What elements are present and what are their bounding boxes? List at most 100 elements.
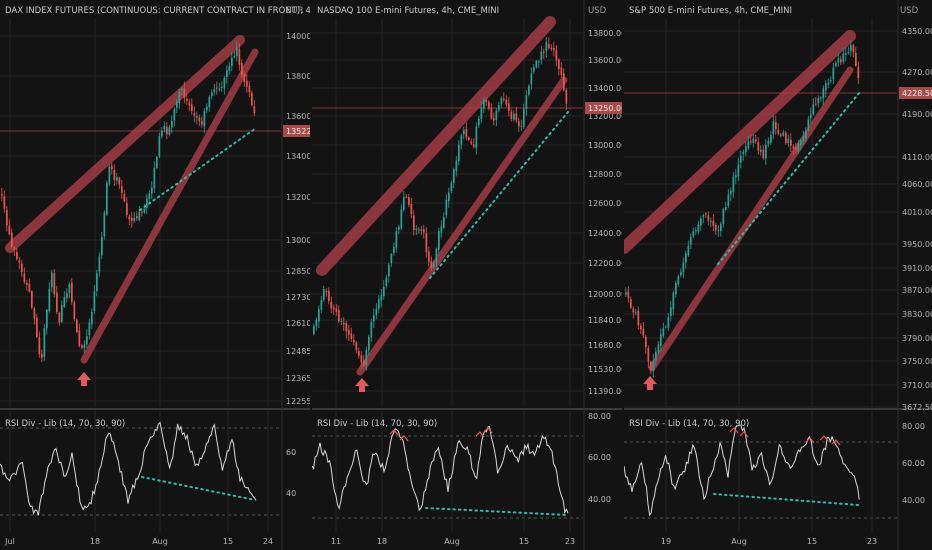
dax-candle-body [26,282,28,285]
dax-candle-body [248,85,251,93]
sp500-rsi-overbought-segment [819,435,829,442]
nasdaq-candle-body [343,322,345,325]
sp500-candle-body [792,146,795,149]
sp500-y-tick-label: 3790.00 [902,334,932,343]
sp500-candle-body [722,209,725,224]
dax-candle-body [203,110,206,127]
nasdaq-y-tick-label: 11530.00 [588,365,622,374]
sp500-candle-body [780,134,782,136]
sp500-price-divergence-line [717,91,861,265]
nasdaq-candle-body [433,262,435,268]
dax-candle-body [238,48,241,65]
dax-y-tick-label: 12255 [286,397,310,406]
nasdaq-rsi-overbought-segment [475,431,485,438]
sp500-candle-body [645,336,647,348]
dax-candle-body [116,177,118,181]
dax-candle-body [93,291,96,312]
nasdaq-chart-pane[interactable]: 13800.00 13600.00 13400.00 13200.00 13000.00… [312,0,622,550]
nasdaq-x-tick-label: 11 [331,537,341,546]
dax-candle-body [78,330,81,346]
dax-y-tick-label: 12850 [286,267,310,276]
sp500-candle-body [790,139,792,146]
nasdaq-candle-body [368,336,370,351]
dax-candle-body [221,86,223,88]
sp500-rsi-divergence-line [713,493,859,506]
nasdaq-candle-body [453,168,455,183]
dax-y-tick-label: 12365 [286,374,310,383]
dax-price-divergence-line [139,127,257,211]
dax-chart-pane[interactable]: 14000 13800 13600 13400 13200 13000 12850 12730… [0,0,310,550]
sp500-candle-body [837,58,840,63]
nasdaq-candle-body [378,298,380,309]
sp500-x-tick-label: 23 [867,537,877,546]
dax-candle-body [128,216,131,220]
dax-candle-body [83,344,86,349]
sp500-candle-body [765,144,767,159]
nasdaq-background [312,0,622,550]
sp500-candle-body [685,253,687,263]
sp500-chart-pane[interactable]: 4350.00 4270.00 4190.00 4110.00 4060.00 4010.… [624,0,932,550]
nasdaq-lower-channel-line [356,76,568,376]
sp500-background [624,0,932,550]
dax-candle-body [163,125,166,130]
sp500-candle-body [830,80,832,82]
dax-candle-body [243,74,246,83]
sp500-y-tick-label: 3830.00 [902,310,932,319]
dax-candle-body [53,273,56,295]
sp500-rsi-line [624,424,860,517]
sp500-candle-body [625,292,627,295]
sp500-candle-body [727,194,730,206]
sp500-candle-body [832,67,835,80]
nasdaq-candle-body [563,73,565,91]
dax-y-tick-label: 12485 [286,347,310,356]
dax-candle-body [33,308,36,319]
dax-candle-body [158,136,161,157]
dax-candle-body [81,345,83,349]
nasdaq-candle-body [338,310,340,322]
dax-candle-body [223,78,226,89]
dax-candle-body [148,193,151,200]
nasdaq-candle-body [518,121,520,127]
sp500-rsi-y-tick-label: 80.00 [902,422,925,431]
dax-rsi-y-tick-label: 60 [286,448,296,457]
dax-x-tick-label: 24 [263,537,273,546]
nasdaq-candle-body [375,308,378,315]
sp500-candle-body [797,143,800,152]
dax-candle-body [111,165,113,170]
dax-candle-body [201,121,203,125]
sp500-rsi-y-tick-label: 60.00 [902,459,925,468]
nasdaq-y-tick-label: 12600.00 [588,199,622,208]
dax-candle-body [133,217,136,221]
nasdaq-candle-body [535,60,538,68]
dax-candle-body [23,273,26,282]
dax-candle-body [73,302,76,320]
sp500-candle-body [660,334,662,347]
sp500-candle-body [657,344,660,353]
nasdaq-candle-body [345,323,348,332]
dax-candle-body [246,80,248,87]
sp500-candle-body [710,220,712,222]
dax-y-tick-label: 13200 [286,193,310,202]
nasdaq-candle-body [340,320,343,322]
sp500-candle-body [662,328,665,336]
dax-last-price-tag [283,125,310,137]
dax-candle-body [118,177,121,185]
nasdaq-candle-body [355,342,358,350]
dax-candle-body [58,312,61,323]
sp500-candle-body [697,224,700,232]
sp500-candle-body [805,130,807,139]
dax-candle-body [183,88,186,98]
nasdaq-candle-body [458,144,460,162]
dax-candle-body [231,57,233,66]
nasdaq-rsi-overbought-segment [399,435,409,442]
sp500-rsi-y-tick-label: 40.00 [902,496,925,505]
nasdaq-candle-body [515,113,518,121]
dax-candle-body [208,96,211,108]
dax-x-tick-label: 18 [90,537,100,546]
dax-candle-body [226,70,228,78]
sp500-y-tick-label: 3672.50 [902,403,932,412]
sp500-lower-channel-line [648,66,854,372]
dax-candle-body [213,89,216,93]
nasdaq-candle-body [328,290,330,302]
sp500-candle-body [782,132,785,136]
